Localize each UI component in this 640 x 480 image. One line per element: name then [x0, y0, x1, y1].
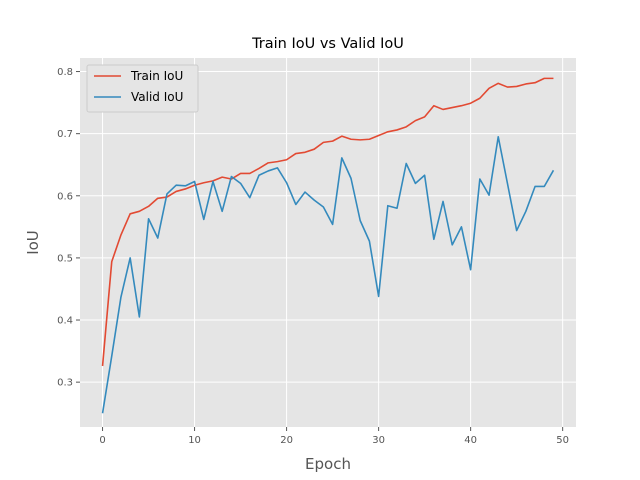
- x-tick-label: 10: [188, 435, 201, 446]
- y-tick-label: 0.4: [57, 316, 73, 327]
- x-axis: 0 10 20 30 40 50: [99, 427, 569, 446]
- x-tick-label: 40: [464, 435, 477, 446]
- plot-area: [80, 58, 576, 427]
- x-axis-label: Epoch: [305, 455, 351, 473]
- series-line-valid-iou: [101, 135, 555, 414]
- legend: Train IoU Valid IoU: [86, 64, 199, 113]
- y-tick-label: 0.3: [57, 378, 73, 389]
- series-layer: [101, 77, 555, 414]
- y-tick-label: 0.7: [57, 129, 73, 140]
- y-tick-label: 0.8: [57, 67, 73, 78]
- x-tick-label: 0: [99, 435, 105, 446]
- x-tick-label: 20: [280, 435, 293, 446]
- x-tick-label: 30: [372, 435, 385, 446]
- legend-label-train-iou: Train IoU: [130, 69, 183, 83]
- y-axis-label: IoU: [24, 230, 42, 255]
- chart-title: Train IoU vs Valid IoU: [251, 36, 404, 52]
- legend-label-valid-iou: Valid IoU: [131, 90, 183, 104]
- series-line-train-iou: [101, 77, 554, 367]
- x-tick-label: 50: [556, 435, 569, 446]
- y-tick-label: 0.6: [57, 191, 73, 202]
- grid-lines: [80, 58, 576, 427]
- y-tick-label: 0.5: [57, 253, 73, 264]
- y-axis: 0.3 0.4 0.5 0.6 0.7 0.8: [57, 67, 80, 389]
